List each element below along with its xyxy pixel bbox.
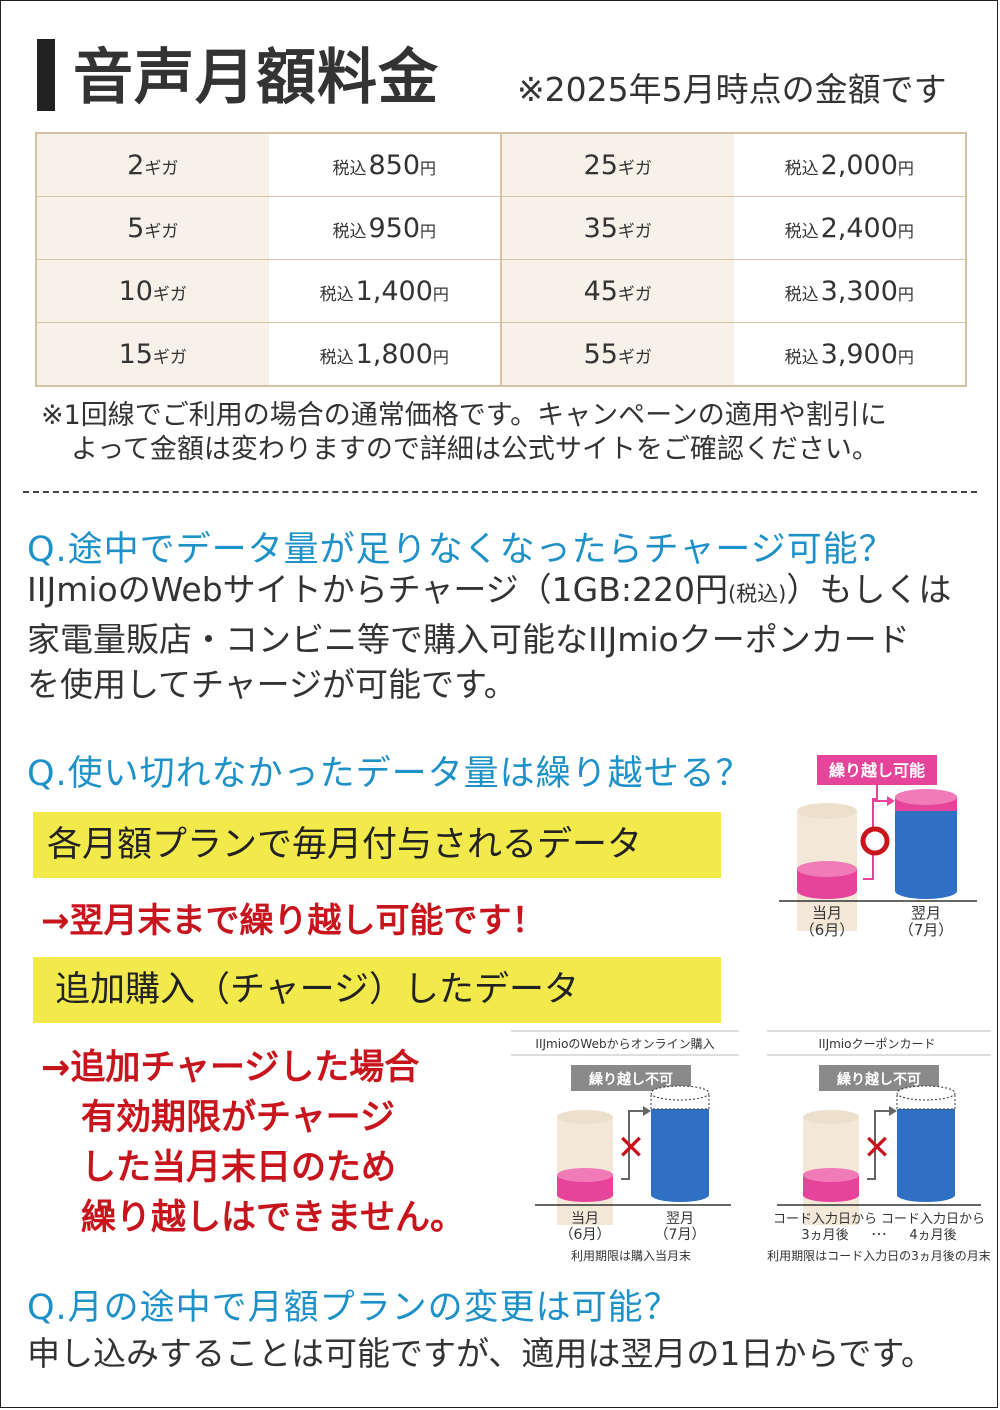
- gb-cell: 55ギガ: [501, 322, 734, 387]
- carryover-ng-line-3: した当月末日のため: [81, 1148, 397, 1188]
- label-left-2: （6月）: [800, 921, 855, 939]
- title-accent-bar: [37, 39, 55, 111]
- label-right-2: （7月）: [655, 1227, 706, 1243]
- cylinder-bottom: [897, 1188, 955, 1202]
- ng-cross-icon: ✕: [863, 1128, 892, 1168]
- table-row: 2ギガ 税込850円 25ギガ 税込2,000円: [36, 132, 966, 197]
- cylinder-body: [897, 1105, 955, 1195]
- badge-connector: [872, 785, 878, 800]
- faq1-answer-line-1: IIJmioのWebサイトからチャージ（1GB:220円(税込)）もしくは: [27, 570, 952, 609]
- label-dots: …: [871, 1220, 887, 1239]
- coupon-card-diagram: IIJmioクーポンカード 繰り越し不可 ✕ コード入力日から 3ヵ月後 … コ…: [767, 1030, 991, 1263]
- notice-line-1: ※1回線でご利用の場合の通常価格です。キャンペーンの適用や割引に: [41, 400, 887, 431]
- price-table: 2ギガ 税込850円 25ギガ 税込2,000円 5ギガ 税込950円 35ギガ…: [35, 132, 967, 387]
- table-row: 10ギガ 税込1,400円 45ギガ 税込3,300円: [36, 259, 966, 323]
- price-cell: 税込2,400円: [733, 196, 966, 260]
- price-cell: 税込2,000円: [733, 132, 966, 197]
- ok-circle-icon: [860, 826, 890, 856]
- monthly-data-box: 各月額プランで毎月付与されるデータ: [33, 812, 721, 878]
- price-cell: 税込3,900円: [733, 322, 966, 387]
- cylinder-top: [797, 803, 857, 819]
- cylinder-bottom: [895, 883, 957, 899]
- cylinder-bottom: [557, 1188, 613, 1202]
- label-left-2: 3ヵ月後: [801, 1228, 848, 1243]
- cylinder-top: [650, 1085, 710, 1101]
- cylinder-bottom: [797, 883, 857, 899]
- cylinder-top: [803, 1110, 859, 1124]
- title-note: ※2025年5月時点の金額です: [517, 70, 947, 109]
- cylinder-top: [896, 1085, 956, 1101]
- carry-arrow: [867, 1110, 889, 1180]
- price-cell: 税込1,400円: [268, 259, 502, 323]
- page-title: 音声月額料金: [73, 43, 439, 113]
- carry-arrow: [621, 1110, 643, 1180]
- label-right-1: コード入力日から: [881, 1212, 985, 1227]
- gb-cell: 25ギガ: [501, 132, 734, 197]
- gb-cell: 15ギガ: [36, 322, 269, 387]
- table-row: 5ギガ 税込950円 35ギガ 税込2,400円: [36, 196, 966, 260]
- label-left-1: 当月: [571, 1211, 599, 1227]
- label-left-2: （6月）: [560, 1227, 611, 1243]
- cylinder-top: [895, 789, 957, 805]
- diagram-caption: IIJmioのWebからオンライン購入: [535, 1037, 714, 1051]
- label-right-1: 翌月: [911, 904, 941, 922]
- price-cell: 税込850円: [268, 132, 502, 197]
- cylinder-body: [651, 1105, 709, 1195]
- badge-text: 繰り越し不可: [589, 1071, 673, 1088]
- carryover-ng-text: →追加チャージした場合 有効期限がチャージ した当月末日のため 繰り越しはできま…: [41, 1043, 465, 1243]
- gb-cell: 35ギガ: [501, 196, 734, 260]
- ng-cross-icon: ✕: [617, 1128, 646, 1168]
- web-purchase-diagram: IIJmioのWebからオンライン購入 繰り越し不可 ✕ 当月 （6月） 翌月 …: [511, 1030, 739, 1263]
- faq3-question: Q.月の途中で月額プランの変更は可能？: [27, 1288, 680, 1328]
- price-notice: ※1回線でご利用の場合の通常価格です。キャンペーンの適用や割引に よって金額は変…: [41, 399, 971, 467]
- faq1-question: Q.途中でデータ量が足りなくなったらチャージ可能？: [27, 530, 895, 570]
- faq1-answer-line-2: 家電量販店・コンビニ等で購入可能なIIJmioクーポンカード: [27, 620, 910, 659]
- label-right-1: 翌月: [666, 1211, 694, 1227]
- charge-data-box: 追加購入（チャージ）したデータ: [33, 957, 721, 1023]
- diagram-caption: IIJmioクーポンカード: [819, 1037, 936, 1051]
- label-right-2: （7月）: [899, 921, 954, 939]
- carryover-ng-line-2: 有効期限がチャージ: [81, 1098, 395, 1138]
- badge-text: 繰り越し不可: [837, 1071, 921, 1088]
- table-row: 15ギガ 税込1,800円 55ギガ 税込3,900円: [36, 322, 966, 387]
- gb-cell: 2ギガ: [36, 132, 269, 197]
- price-cell: 税込1,800円: [268, 322, 502, 387]
- cylinder-bottom: [651, 1188, 709, 1202]
- notice-line-2: よって金額は変わりますので詳細は公式サイトをご確認ください。: [71, 434, 879, 465]
- cylinder-body: [895, 797, 957, 891]
- gb-cell: 10ギガ: [36, 259, 269, 323]
- cylinder-top: [557, 1110, 613, 1124]
- faq1-answer-line-3: を使用してチャージが可能です。: [27, 665, 517, 704]
- faq2-question: Q.使い切れなかったデータ量は繰り越せる？: [27, 754, 752, 794]
- label-left-1: 当月: [812, 904, 842, 922]
- faq3-answer: 申し込みすることは可能ですが、適用は翌月の1日からです。: [27, 1334, 935, 1373]
- diagram-footer: 利用期限はコード入力日の3ヵ月後の月末: [767, 1249, 991, 1263]
- label-left-1: コード入力日から: [773, 1212, 877, 1227]
- cylinder-fill-top: [797, 861, 857, 877]
- badge-text: 繰り越し可能: [829, 761, 925, 780]
- cylinder-bottom: [803, 1188, 859, 1202]
- badge-bg: [817, 755, 937, 785]
- gb-cell: 5ギガ: [36, 196, 269, 260]
- cylinder-fill-top: [557, 1168, 613, 1182]
- carryover-ok-text: →翌月末まで繰り越し可能です！: [41, 901, 546, 941]
- gb-cell: 45ギガ: [501, 259, 734, 323]
- price-cell: 税込950円: [268, 196, 502, 260]
- price-cell: 税込3,300円: [733, 259, 966, 323]
- carry-arrow-head: [887, 796, 895, 806]
- label-right-2: 4ヵ月後: [909, 1228, 956, 1243]
- carry-arrow-head: [643, 1106, 651, 1116]
- carry-arrow-head: [889, 1106, 897, 1116]
- faq1-answer: IIJmioのWebサイトからチャージ（1GB:220円(税込)）もしくは 家電…: [27, 567, 951, 707]
- carryover-ng-line-1: →追加チャージした場合: [41, 1048, 420, 1088]
- carryover-ng-line-4: 繰り越しはできません。: [81, 1198, 465, 1238]
- diagram-footer: 利用期限は購入当月末: [571, 1249, 691, 1263]
- carryover-possible-diagram: 繰り越し可能 当月 （6月） 翌月 （7月）: [779, 755, 977, 939]
- cylinder-fill-top: [803, 1168, 859, 1182]
- dashed-divider: [23, 491, 977, 493]
